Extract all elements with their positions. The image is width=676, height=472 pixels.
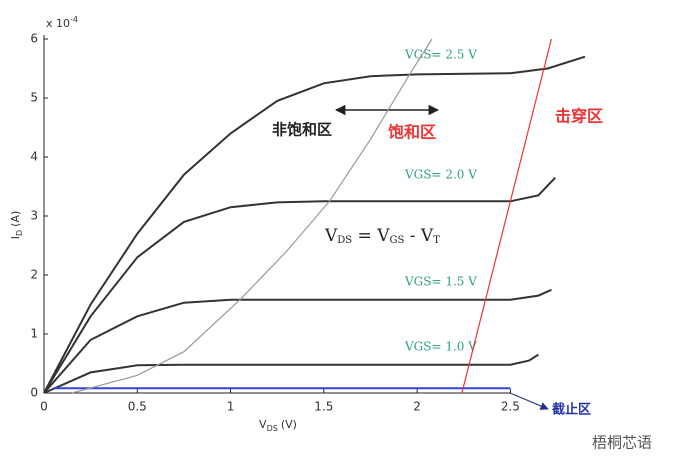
series-line xyxy=(43,288,552,394)
series-line xyxy=(43,177,556,394)
formula-part: - V xyxy=(404,226,434,246)
x-tick-label: 0 xyxy=(40,400,48,414)
y-label-sub: D xyxy=(15,230,24,236)
y-label-main: I xyxy=(9,236,22,239)
formula-part: V xyxy=(324,226,338,246)
formula-sub: T xyxy=(433,235,440,246)
series-label: VGS= 1.5 V xyxy=(404,275,477,289)
y-tick-label: 3 xyxy=(30,209,38,223)
x-label-main: V xyxy=(259,418,267,431)
watermark: 梧桐芯语 xyxy=(592,434,652,452)
x-tick-label: 2 xyxy=(413,400,421,414)
x-tick-label: 1.5 xyxy=(314,400,333,414)
breakdown-label: 击穿区 xyxy=(555,107,603,126)
y-exp-base: x 10 xyxy=(46,17,70,30)
series-line xyxy=(43,353,539,394)
y-tick-label: 0 xyxy=(30,386,38,400)
saturation-label: 饱和区 xyxy=(388,123,436,142)
series-label: VGS= 2.5 V xyxy=(404,48,477,62)
series-line xyxy=(461,38,552,394)
cutoff-label: 截止区 xyxy=(552,402,591,418)
series-line xyxy=(71,38,433,394)
cutoff-arrow xyxy=(509,392,549,410)
series-line xyxy=(43,55,586,394)
formula: VDS = VGS - VT xyxy=(324,226,440,246)
y-tick-label: 2 xyxy=(30,268,38,282)
formula-sub: GS xyxy=(390,235,405,246)
linear-label: 非饱和区 xyxy=(272,121,332,139)
y-exponent: x 10-4 xyxy=(46,15,78,31)
y-exp-power: -4 xyxy=(70,15,78,24)
y-tick-label: 4 xyxy=(30,150,38,164)
series-label: VGS= 1.0 V xyxy=(404,340,477,354)
y-label-unit: (A) xyxy=(9,211,22,227)
formula-part: = V xyxy=(352,226,390,246)
x-tick-label: 1 xyxy=(227,400,235,414)
x-tick-label: 0.5 xyxy=(128,400,147,414)
y-tick-label: 5 xyxy=(30,91,38,105)
series-label: VGS= 2.0 V xyxy=(404,168,477,182)
y-tick-label: 1 xyxy=(30,327,38,341)
x-axis-label: VDS (V) xyxy=(259,418,297,433)
x-label-unit: (V) xyxy=(281,418,297,431)
y-tick-label: 6 xyxy=(30,32,38,46)
x-label-sub: DS xyxy=(267,424,278,433)
y-axis-label: ID (A) xyxy=(9,211,24,240)
formula-sub: DS xyxy=(337,235,352,246)
x-tick-label: 2.5 xyxy=(501,400,520,414)
